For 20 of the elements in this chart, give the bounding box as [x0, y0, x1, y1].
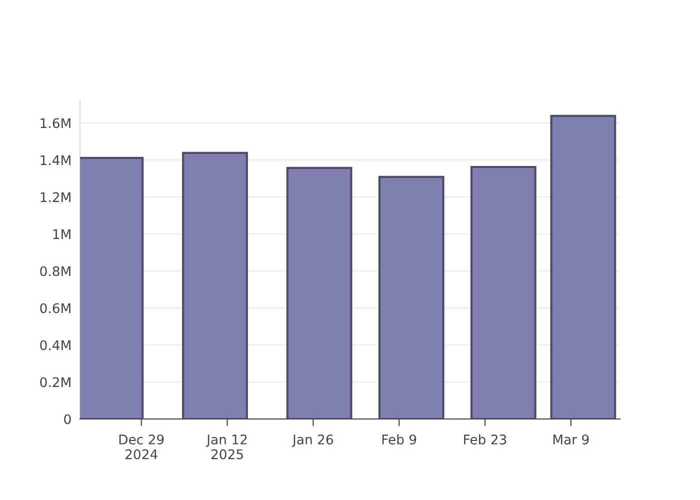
bar	[286, 166, 352, 419]
y-tick-label: 0.8M	[40, 266, 70, 276]
y-tick-label: 0.4M	[40, 340, 70, 350]
x-tick-label: Feb 23	[464, 434, 506, 444]
y-tick-label: 1M	[53, 229, 70, 239]
x-tick-label: Jan 26	[292, 434, 334, 447]
bar	[470, 166, 536, 419]
y-tick-label: 1.4M	[40, 155, 70, 165]
x-tick-label: Jan 12 2025	[206, 434, 247, 460]
y-tick-label: 0.2M	[40, 377, 70, 388]
y-tick-label: 0	[64, 414, 71, 424]
y-tick-label: 1.2M	[40, 192, 70, 202]
y-tick-label: 1.6M	[40, 118, 70, 128]
x-tick-label: Feb 9	[382, 434, 416, 444]
bar	[378, 176, 444, 419]
x-tick-label: Dec 29 2024	[119, 434, 164, 460]
bar	[182, 152, 248, 419]
bar	[550, 114, 616, 419]
x-tick-label: Mar 9	[553, 434, 589, 444]
y-tick-label: 0.6M	[40, 303, 70, 314]
